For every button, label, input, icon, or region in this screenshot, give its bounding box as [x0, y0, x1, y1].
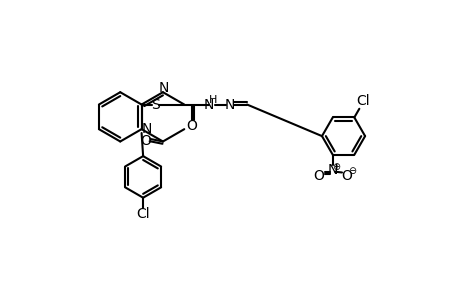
- Text: Cl: Cl: [355, 94, 369, 108]
- Text: N: N: [203, 98, 213, 112]
- Text: ⊖: ⊖: [347, 166, 355, 176]
- Text: O: O: [140, 134, 151, 148]
- Text: H: H: [208, 95, 217, 105]
- Text: O: O: [186, 119, 196, 133]
- Text: N: N: [327, 163, 337, 177]
- Text: ⊕: ⊕: [331, 162, 339, 172]
- Text: O: O: [341, 169, 351, 183]
- Text: N: N: [158, 81, 168, 95]
- Text: S: S: [151, 98, 159, 112]
- Text: N: N: [141, 122, 152, 136]
- Text: N: N: [224, 98, 235, 112]
- Text: O: O: [313, 169, 324, 183]
- Text: Cl: Cl: [136, 207, 150, 221]
